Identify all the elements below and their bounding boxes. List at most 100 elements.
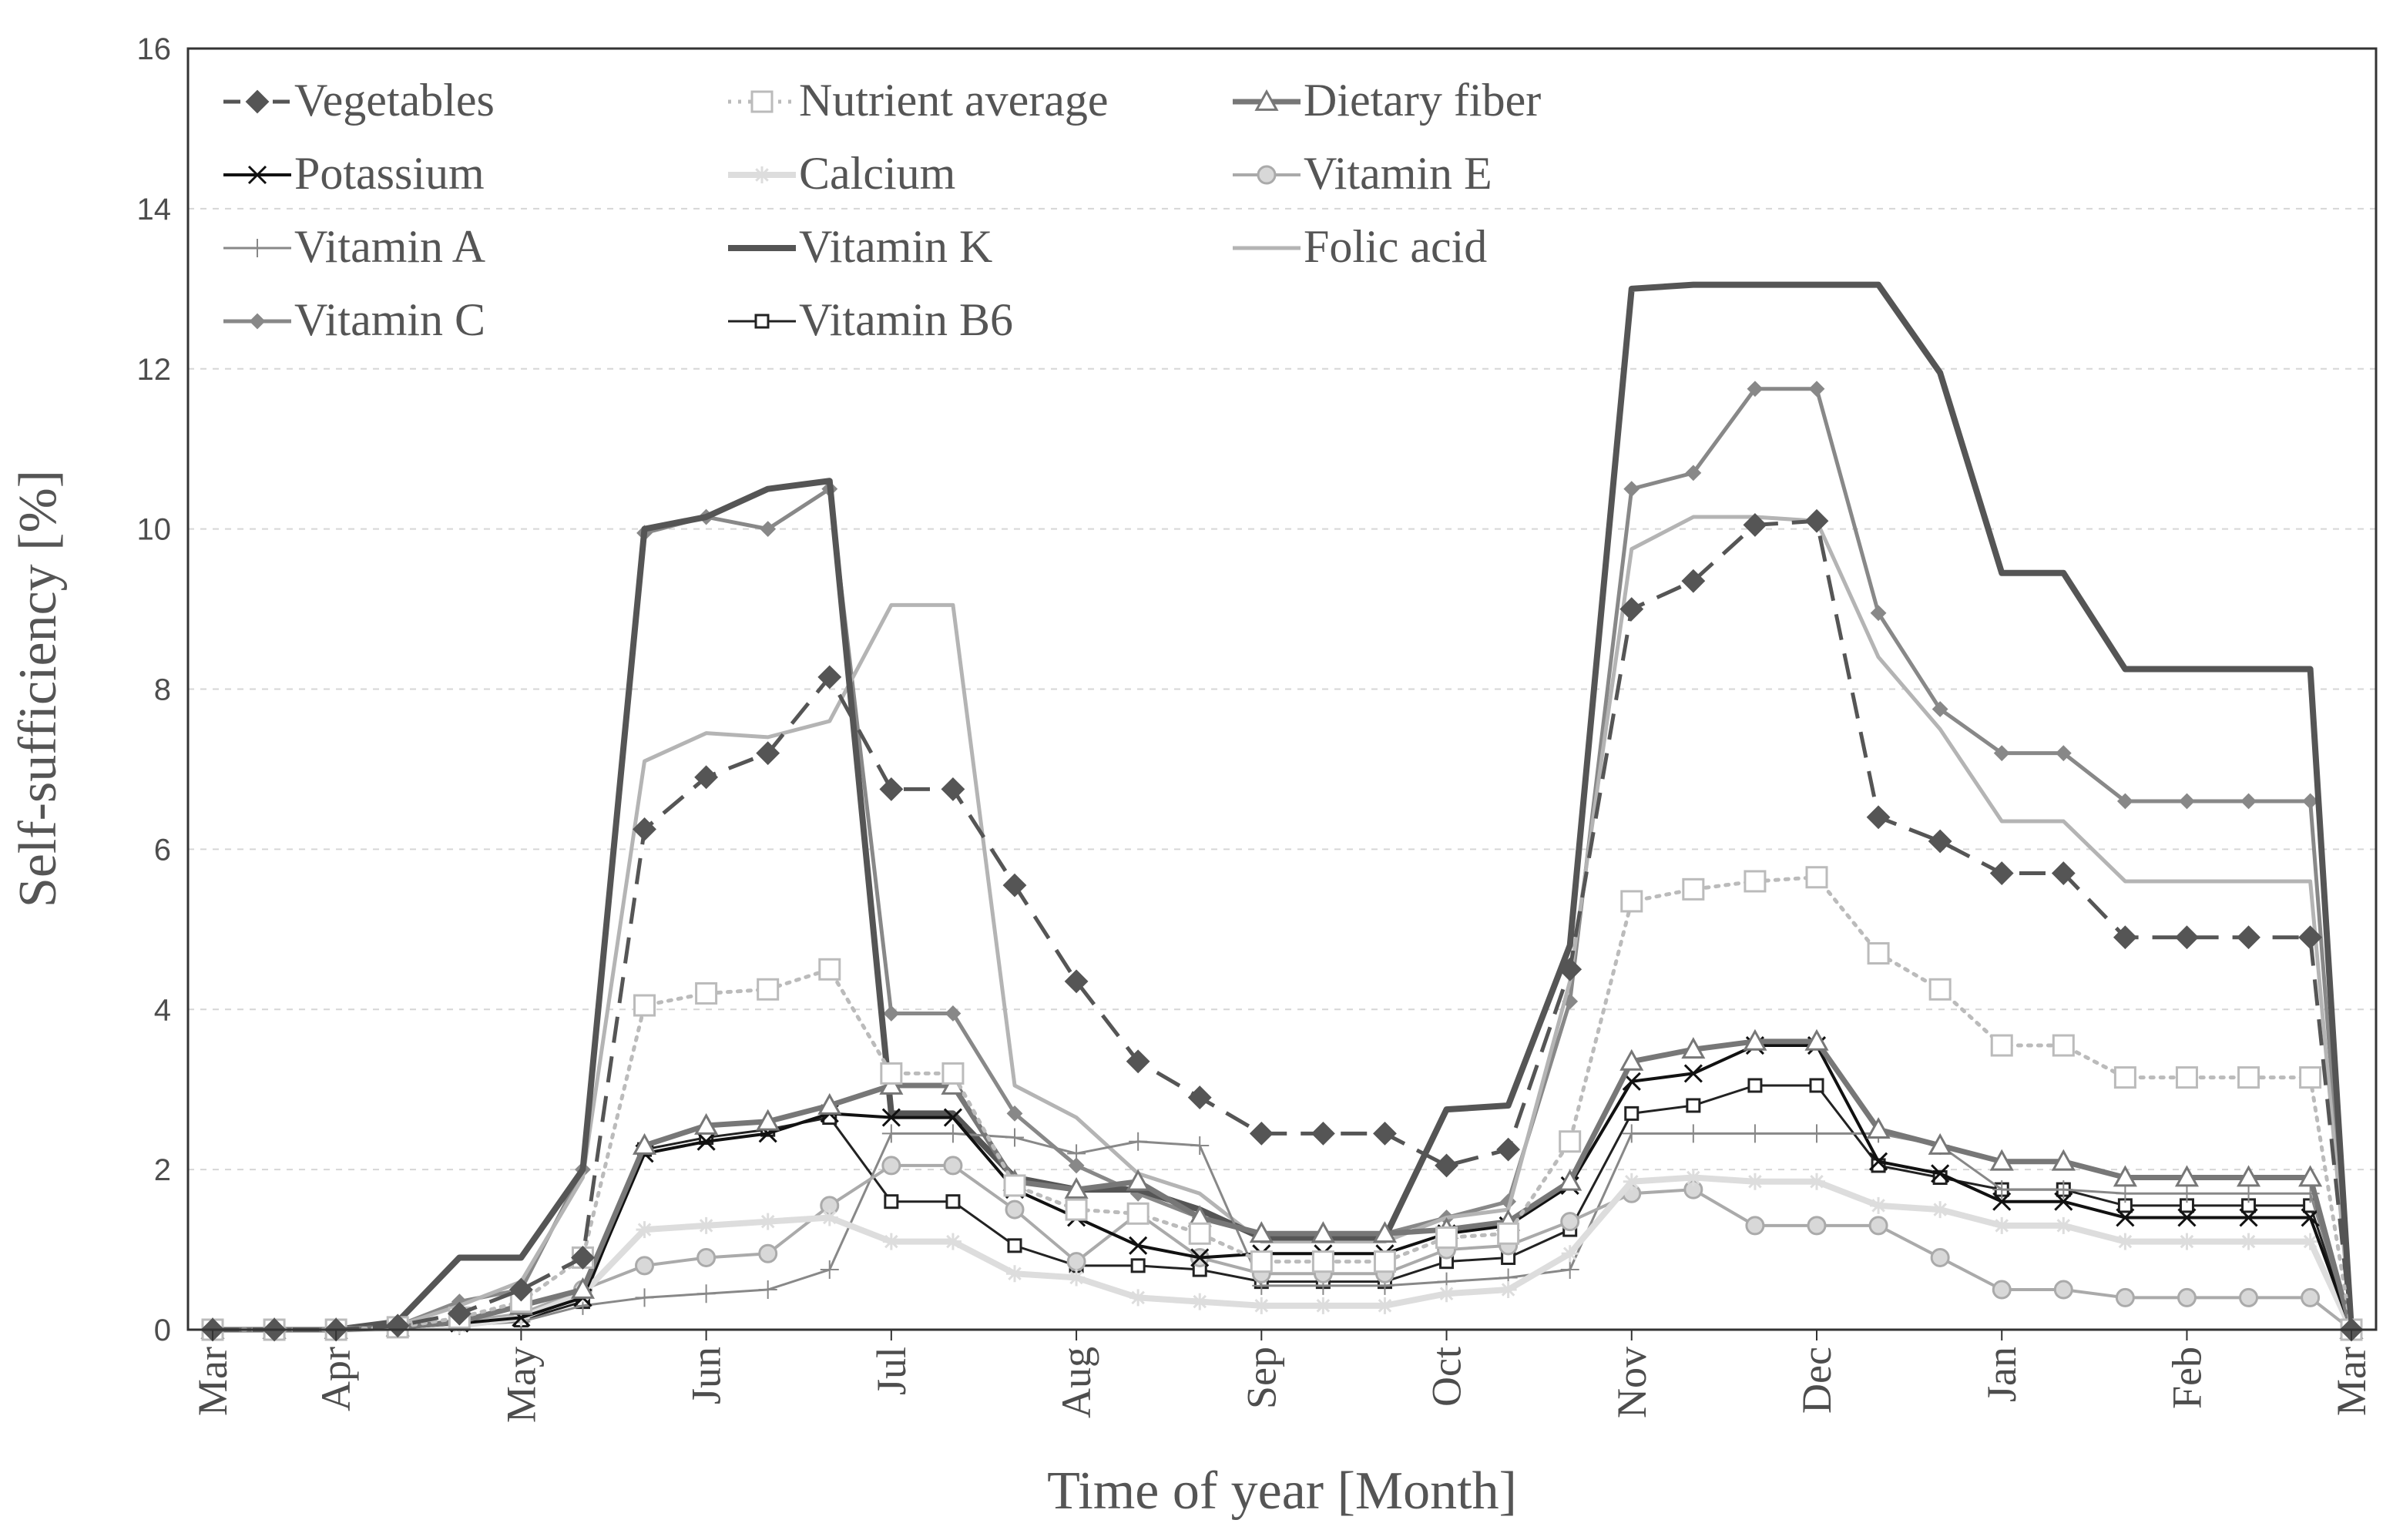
data-point-vegetables [1866, 805, 1891, 830]
data-point-vitamin-e [758, 1243, 778, 1263]
y-tick-label: 12 [137, 353, 172, 387]
data-point-vegetables [2051, 861, 2076, 885]
data-point-nutrient-average [818, 958, 841, 981]
data-point-vegetables [1804, 508, 1829, 533]
data-point-vitamin-c [1808, 381, 1825, 398]
data-point-dietary-fiber [1249, 1221, 1274, 1243]
data-point-vitamin-b6 [945, 1194, 961, 1210]
data-point-vitamin-b6 [1130, 1258, 1146, 1273]
data-point-vitamin-e [2053, 1280, 2073, 1300]
data-point-calcium [1376, 1297, 1394, 1314]
y-axis-title: Self-sufficiency [%] [8, 470, 68, 908]
data-point-potassium [2054, 1192, 2073, 1211]
data-point-vitamin-a [2054, 1180, 2073, 1199]
x-tick-label-11: Feb [2163, 1347, 2210, 1409]
data-point-calcium [1870, 1196, 1888, 1214]
data-point-vitamin-e [1992, 1280, 2012, 1300]
data-point-vitamin-c [2116, 793, 2133, 810]
data-point-nutrient-average [1682, 877, 1705, 901]
data-point-vegetables [571, 1246, 595, 1270]
data-point-vitamin-b6 [1809, 1078, 1824, 1093]
data-point-potassium [2116, 1208, 2135, 1227]
data-point-nutrient-average [633, 994, 656, 1017]
legend: Vegetables Nutrient average Dietary fiber P… [223, 75, 1541, 345]
data-point-vitamin-e [2177, 1287, 2197, 1307]
data-point-nutrient-average [1003, 1174, 1026, 1197]
data-point-vitamin-c [1932, 701, 1948, 717]
legend-label: Folic acid [1304, 221, 1487, 272]
data-point-dietary-fiber [2298, 1165, 2323, 1187]
y-tick-label: 8 [154, 673, 171, 707]
data-point-calcium [2055, 1216, 2072, 1234]
data-point-vegetables [941, 777, 965, 801]
data-point-dietary-fiber [2174, 1165, 2200, 1187]
y-tick-label: 2 [154, 1153, 171, 1187]
series-vegetables [200, 508, 2364, 1342]
data-point-vegetables [1989, 861, 2014, 885]
data-point-vitamin-a [1005, 1128, 1024, 1147]
legend-item-vitamin-e: Vitamin E [1233, 148, 1492, 199]
legend-marker [245, 89, 270, 114]
data-point-calcium [1684, 1169, 1702, 1186]
data-point-dietary-fiber [1311, 1221, 1335, 1243]
data-point-vitamin-c [1870, 605, 1887, 622]
data-point-potassium [1683, 1064, 1703, 1083]
legend-label: Vegetables [294, 75, 495, 126]
legend-item-nutrient-average: Nutrient average [728, 75, 1108, 126]
data-point-vitamin-a [696, 1284, 716, 1303]
data-point-vegetables [756, 741, 780, 766]
legend-label: Vitamin A [294, 221, 485, 272]
data-point-dietary-fiber [817, 1092, 842, 1115]
data-point-vitamin-b6 [1686, 1098, 1701, 1113]
data-point-vegetables [1496, 1137, 1521, 1162]
data-point-dietary-fiber [1681, 1037, 1706, 1059]
data-point-vitamin-c [2055, 745, 2072, 762]
data-point-calcium [1314, 1297, 1332, 1314]
data-point-vitamin-a [1992, 1180, 2012, 1199]
legend-marker [1254, 89, 1279, 111]
data-point-vitamin-c [1685, 465, 1702, 481]
legend-item-calcium: Calcium [728, 148, 955, 199]
data-point-nutrient-average [1373, 1250, 1396, 1273]
data-point-calcium [636, 1221, 653, 1239]
data-point-vitamin-e [1005, 1199, 1025, 1220]
data-point-nutrient-average [1126, 1202, 1150, 1225]
data-point-calcium [1438, 1285, 1455, 1303]
data-point-potassium [1992, 1192, 2012, 1211]
data-point-vitamin-a [1745, 1124, 1764, 1143]
data-point-potassium [881, 1108, 901, 1127]
data-point-vitamin-e [696, 1247, 717, 1267]
data-point-vegetables [1619, 597, 1644, 621]
data-point-nutrient-average [2237, 1066, 2260, 1089]
data-point-dietary-fiber [570, 1277, 596, 1299]
data-point-potassium [2239, 1208, 2258, 1227]
data-point-dietary-fiber [1619, 1048, 1644, 1071]
data-point-vitamin-a [881, 1124, 901, 1143]
data-point-potassium [1129, 1236, 1148, 1255]
legend-label: Calcium [799, 148, 955, 199]
data-point-calcium [1932, 1201, 1949, 1219]
data-point-nutrient-average [2175, 1066, 2198, 1089]
data-point-vitamin-c [1623, 481, 1640, 498]
data-point-nutrient-average [880, 1062, 903, 1085]
data-point-vitamin-e [1560, 1212, 1580, 1232]
data-point-vegetables [1373, 1121, 1397, 1146]
x-tick-label-0: Mar [190, 1347, 236, 1416]
data-point-vegetables [2113, 925, 2137, 950]
legend-label: Vitamin K [799, 221, 992, 272]
data-point-vegetables [1928, 829, 1952, 854]
data-point-vitamin-a [758, 1280, 777, 1300]
data-point-vitamin-e [2239, 1287, 2259, 1307]
data-point-dietary-fiber [632, 1132, 657, 1155]
x-tick-label-6: Sep [1238, 1347, 1284, 1409]
x-tick-label-4: Jul [868, 1347, 915, 1395]
data-point-calcium [1561, 1245, 1579, 1263]
data-point-vitamin-b6 [1007, 1238, 1022, 1253]
data-point-vitamin-b6 [1624, 1106, 1640, 1121]
data-point-calcium [2178, 1233, 2196, 1250]
data-point-nutrient-average [1250, 1250, 1273, 1273]
data-point-nutrient-average [1311, 1250, 1334, 1273]
legend-item-potassium: Potassium [223, 148, 485, 199]
data-point-calcium [1499, 1281, 1517, 1299]
data-point-vegetables [1126, 1049, 1150, 1074]
